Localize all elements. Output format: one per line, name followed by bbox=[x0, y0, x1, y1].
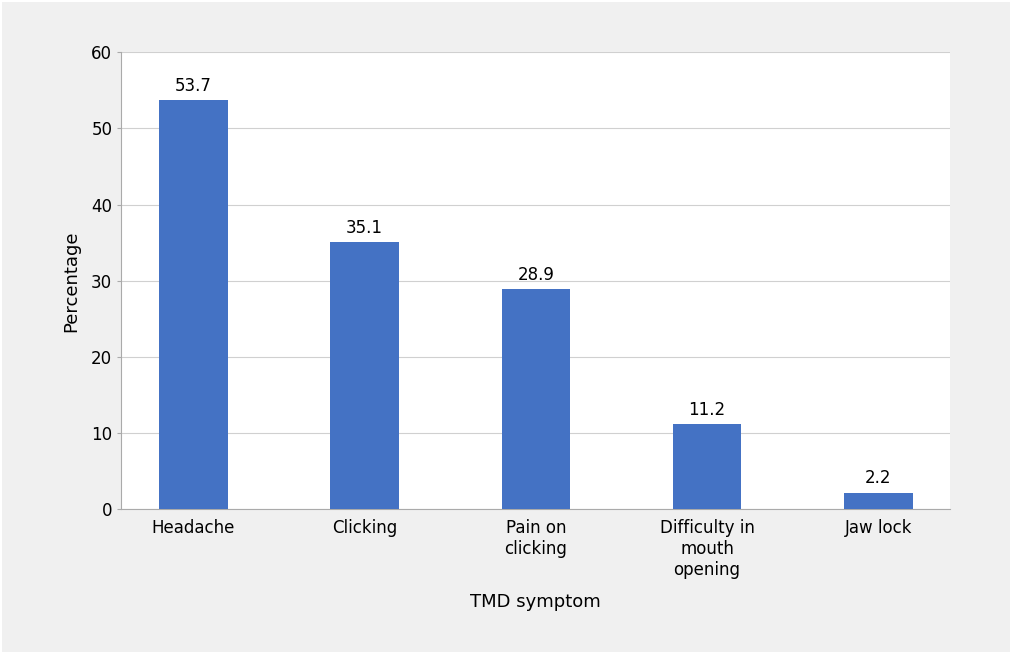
Text: 2.2: 2.2 bbox=[865, 470, 892, 487]
Text: 53.7: 53.7 bbox=[175, 77, 211, 95]
Bar bbox=[501, 289, 570, 509]
Bar bbox=[844, 492, 913, 509]
Bar bbox=[331, 242, 398, 509]
Bar bbox=[159, 100, 227, 509]
Text: 28.9: 28.9 bbox=[518, 266, 554, 284]
Text: 35.1: 35.1 bbox=[346, 219, 383, 236]
Y-axis label: Percentage: Percentage bbox=[62, 230, 80, 332]
X-axis label: TMD symptom: TMD symptom bbox=[470, 592, 602, 611]
Bar bbox=[673, 424, 741, 509]
Text: 11.2: 11.2 bbox=[688, 401, 726, 419]
